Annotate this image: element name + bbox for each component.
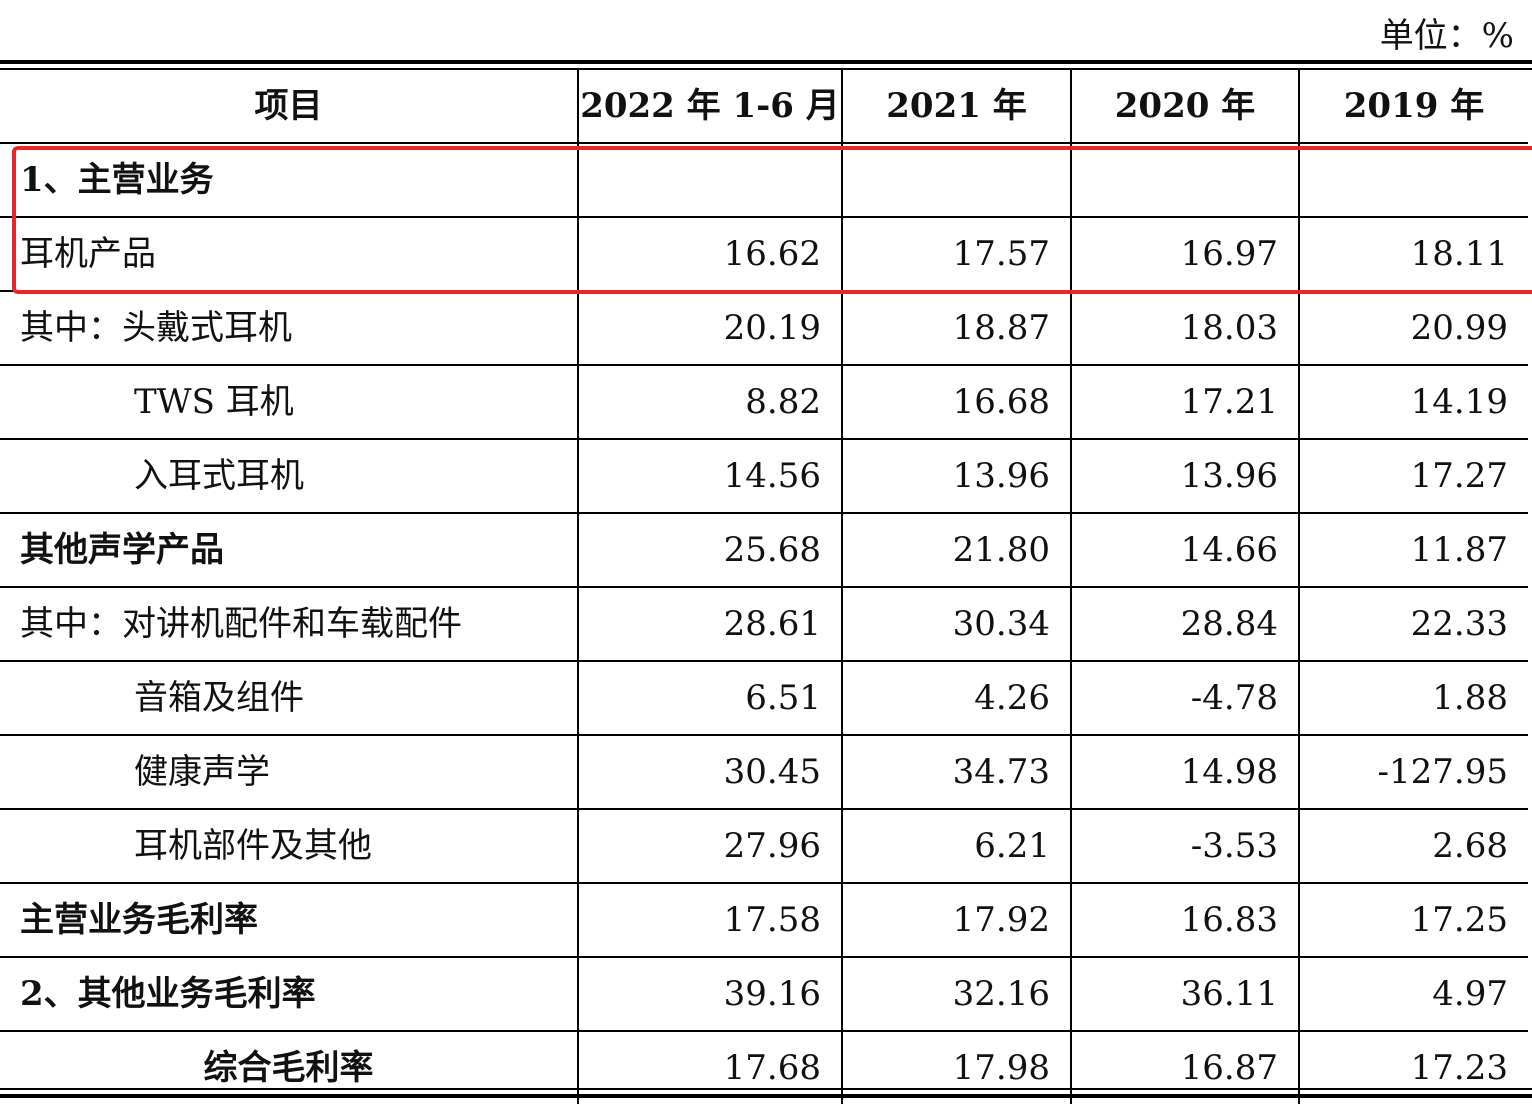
cell-2019: 14.19 xyxy=(1299,365,1528,440)
table-row: 综合毛利率 17.68 17.98 16.87 17.23 xyxy=(0,1031,1528,1104)
cell-2022h1: 16.62 xyxy=(578,217,843,292)
table-row: 其中：头戴式耳机 20.19 18.87 18.03 20.99 xyxy=(0,291,1528,366)
row-label: 2、其他业务毛利率 xyxy=(0,957,579,1032)
cell-2020: 17.21 xyxy=(1071,365,1300,440)
cell-2019: 22.33 xyxy=(1299,587,1528,662)
cell-2022h1: 8.82 xyxy=(578,365,843,440)
cell-2022h1: 28.61 xyxy=(578,587,843,662)
cell-2021: 17.57 xyxy=(842,217,1072,292)
cell-2020: 28.84 xyxy=(1071,587,1300,662)
row-label: 其中：对讲机配件和车载配件 xyxy=(0,587,579,662)
row-label: 入耳式耳机 xyxy=(0,439,579,514)
cell-2021: 17.98 xyxy=(842,1031,1072,1104)
cell-2019: -127.95 xyxy=(1299,735,1528,810)
cell-2022h1: 39.16 xyxy=(578,957,843,1032)
cell-2022h1: 27.96 xyxy=(578,809,843,884)
cell-2021: 30.34 xyxy=(842,587,1072,662)
row-label: 耳机产品 xyxy=(0,217,579,292)
cell-2020: -3.53 xyxy=(1071,809,1300,884)
cell-2021: 4.26 xyxy=(842,661,1072,736)
cell-2022h1: 20.19 xyxy=(578,291,843,366)
cell-2021: 17.92 xyxy=(842,883,1072,958)
cell-2020: 16.87 xyxy=(1071,1031,1300,1104)
header-col-2022h1: 2022 年 1-6 月 xyxy=(578,70,843,144)
unit-label: 单位：% xyxy=(1379,16,1514,56)
row-label: 1、主营业务 xyxy=(0,143,579,218)
row-label: 耳机部件及其他 xyxy=(0,809,579,884)
cell-2022h1: 25.68 xyxy=(578,513,843,588)
table-row: 其他声学产品 25.68 21.80 14.66 11.87 xyxy=(0,513,1528,588)
cell-2021: 6.21 xyxy=(842,809,1072,884)
cell-2019: 17.23 xyxy=(1410,1048,1508,1088)
table-row: 2、其他业务毛利率 39.16 32.16 36.11 4.97 xyxy=(0,957,1528,1032)
table-row: 健康声学 30.45 34.73 14.98 -127.95 xyxy=(0,735,1528,810)
table-bottom-rule xyxy=(0,1088,1532,1098)
cell-2020: 14.98 xyxy=(1071,735,1300,810)
cell-2021: 16.68 xyxy=(842,365,1072,440)
cell-2019: 4.97 xyxy=(1299,957,1528,1032)
cell-2022h1: 14.56 xyxy=(578,439,843,514)
table-row: 入耳式耳机 14.56 13.96 13.96 17.27 xyxy=(0,439,1528,514)
cell-2019: 1.88 xyxy=(1299,661,1528,736)
cell-2019: 17.27 xyxy=(1299,439,1528,514)
cell-2022h1 xyxy=(578,143,843,218)
cell-2021: 13.96 xyxy=(842,439,1072,514)
cell-2020: 18.03 xyxy=(1071,291,1300,366)
cell-2022h1: 30.45 xyxy=(578,735,843,810)
cell-2022h1: 17.68 xyxy=(578,1031,843,1104)
cell-2021 xyxy=(842,143,1072,218)
row-label: 健康声学 xyxy=(0,735,579,810)
cell-2020: 36.11 xyxy=(1071,957,1300,1032)
header-row: 项目 2022 年 1-6 月 2021 年 2020 年 2019 年 xyxy=(0,70,1528,144)
table-row: 耳机部件及其他 27.96 6.21 -3.53 2.68 xyxy=(0,809,1528,884)
cell-2020: 13.96 xyxy=(1071,439,1300,514)
cell-2019: 11.87 xyxy=(1299,513,1528,588)
cell-2020: 14.66 xyxy=(1071,513,1300,588)
cell-2019 xyxy=(1299,143,1528,218)
table-row: 耳机产品 16.62 17.57 16.97 18.11 xyxy=(0,217,1528,292)
table-row: 主营业务毛利率 17.58 17.92 16.83 17.25 xyxy=(0,883,1528,958)
header-col-2019: 2019 年 xyxy=(1299,70,1528,144)
header-col-2020: 2020 年 xyxy=(1071,70,1300,144)
header-col-2021: 2021 年 xyxy=(842,70,1072,144)
cell-2022h1: 17.58 xyxy=(578,883,843,958)
table-row: 音箱及组件 6.51 4.26 -4.78 1.88 xyxy=(0,661,1528,736)
cell-2021: 32.16 xyxy=(842,957,1072,1032)
cell-2021: 21.80 xyxy=(842,513,1072,588)
cell-2021: 34.73 xyxy=(842,735,1072,810)
gross-margin-table: 项目 2022 年 1-6 月 2021 年 2020 年 2019 年 1、主… xyxy=(0,70,1528,1104)
cell-2019: 18.11 xyxy=(1299,217,1528,292)
table-row: 其中：对讲机配件和车载配件 28.61 30.34 28.84 22.33 xyxy=(0,587,1528,662)
cell-2021: 18.87 xyxy=(842,291,1072,366)
row-label: 音箱及组件 xyxy=(0,661,579,736)
cell-2022h1: 6.51 xyxy=(578,661,843,736)
cell-2020: 16.83 xyxy=(1071,883,1300,958)
row-label: 其中：头戴式耳机 xyxy=(0,291,579,366)
row-label: 其他声学产品 xyxy=(0,513,579,588)
row-label: 主营业务毛利率 xyxy=(0,883,579,958)
header-item: 项目 xyxy=(0,70,579,144)
table-top-rule xyxy=(0,60,1532,70)
cell-2020: -4.78 xyxy=(1071,661,1300,736)
cell-2019: 17.25 xyxy=(1299,883,1528,958)
cell-2019: 2.68 xyxy=(1299,809,1528,884)
table-row: 1、主营业务 xyxy=(0,143,1528,218)
cell-2020 xyxy=(1071,143,1300,218)
cell-2020: 16.97 xyxy=(1071,217,1300,292)
table-row: TWS 耳机 8.82 16.68 17.21 14.19 xyxy=(0,365,1528,440)
cell-2019: 20.99 xyxy=(1299,291,1528,366)
row-label: 综合毛利率 xyxy=(0,1031,579,1104)
row-label: TWS 耳机 xyxy=(0,365,579,440)
